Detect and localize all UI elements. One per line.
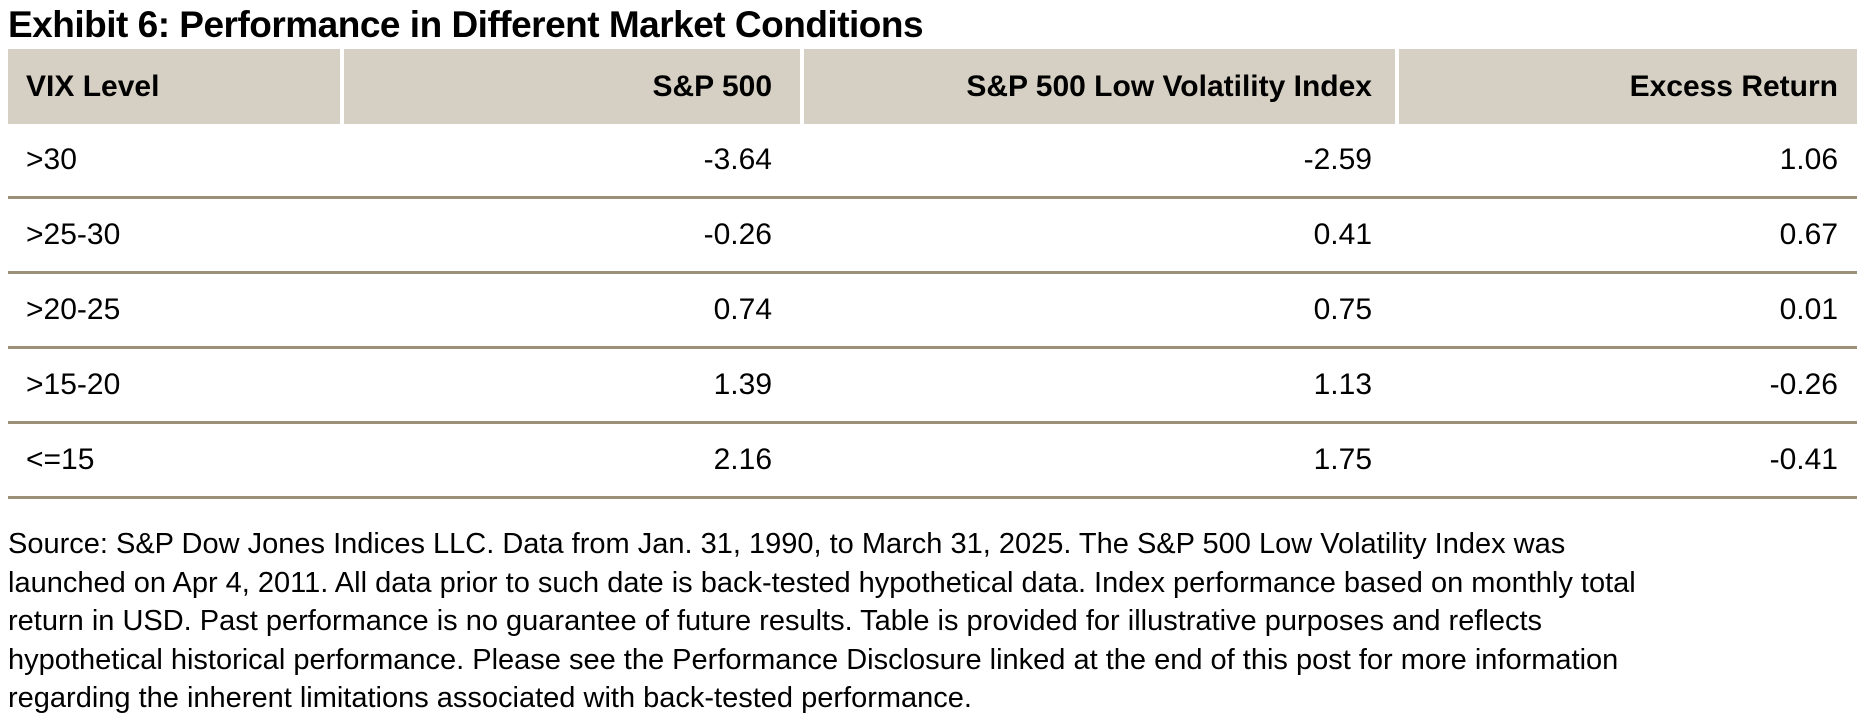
vix-level-cell: >25-30 bbox=[26, 218, 121, 251]
sp500-cell: -3.64 bbox=[703, 143, 772, 176]
source-footnote: Source: S&P Dow Jones Indices LLC. Data … bbox=[8, 525, 1865, 718]
sp500-cell: 2.16 bbox=[713, 443, 772, 476]
table-row: >20-25 0.74 0.75 0.01 bbox=[8, 274, 1857, 349]
footnote-line: hypothetical historical performance. Ple… bbox=[8, 643, 1619, 676]
low-volatility-index-cell: 0.41 bbox=[1313, 218, 1372, 251]
col-header-excess-return: Excess Return bbox=[1399, 49, 1857, 124]
sp500-cell: -0.26 bbox=[703, 218, 772, 251]
sp500-cell: 1.39 bbox=[713, 368, 772, 401]
excess-return-cell: -0.26 bbox=[1769, 368, 1838, 401]
performance-table: VIX Level S&P 500 S&P 500 Low Volatility… bbox=[8, 49, 1857, 499]
sp500-cell: 0.74 bbox=[713, 293, 772, 326]
col-header-sp500-low-volatility-index: S&P 500 Low Volatility Index bbox=[804, 49, 1395, 124]
excess-return-cell: -0.41 bbox=[1769, 443, 1838, 476]
vix-level-cell: >20-25 bbox=[26, 293, 121, 326]
excess-return-cell: 0.01 bbox=[1779, 293, 1838, 326]
excess-return-cell: 0.67 bbox=[1779, 218, 1838, 251]
vix-level-cell: >15-20 bbox=[26, 368, 121, 401]
table-row: >25-30 -0.26 0.41 0.67 bbox=[8, 199, 1857, 274]
low-volatility-index-cell: 0.75 bbox=[1313, 293, 1372, 326]
col-header-sp500: S&P 500 bbox=[344, 49, 800, 124]
vix-level-cell: <=15 bbox=[26, 443, 95, 476]
table-header-row: VIX Level S&P 500 S&P 500 Low Volatility… bbox=[8, 49, 1857, 124]
footnote-line: launched on Apr 4, 2011. All data prior … bbox=[8, 566, 1636, 599]
footnote-line: regarding the inherent limitations assoc… bbox=[8, 682, 972, 714]
footnote-line: Source: S&P Dow Jones Indices LLC. Data … bbox=[8, 528, 1566, 560]
low-volatility-index-cell: 1.13 bbox=[1313, 368, 1372, 401]
table-row: >15-20 1.39 1.13 -0.26 bbox=[8, 349, 1857, 424]
low-volatility-index-cell: 1.75 bbox=[1313, 443, 1372, 476]
col-header-vix-level: VIX Level bbox=[8, 49, 340, 124]
exhibit-title: Exhibit 6: Performance in Different Mark… bbox=[8, 4, 924, 45]
table-row: <=15 2.16 1.75 -0.41 bbox=[8, 424, 1857, 499]
excess-return-cell: 1.06 bbox=[1779, 143, 1838, 176]
table-row: >30 -3.64 -2.59 1.06 bbox=[8, 124, 1857, 199]
vix-level-cell: >30 bbox=[26, 143, 77, 176]
low-volatility-index-cell: -2.59 bbox=[1303, 143, 1372, 176]
footnote-line: return in USD. Past performance is no gu… bbox=[8, 605, 1543, 637]
